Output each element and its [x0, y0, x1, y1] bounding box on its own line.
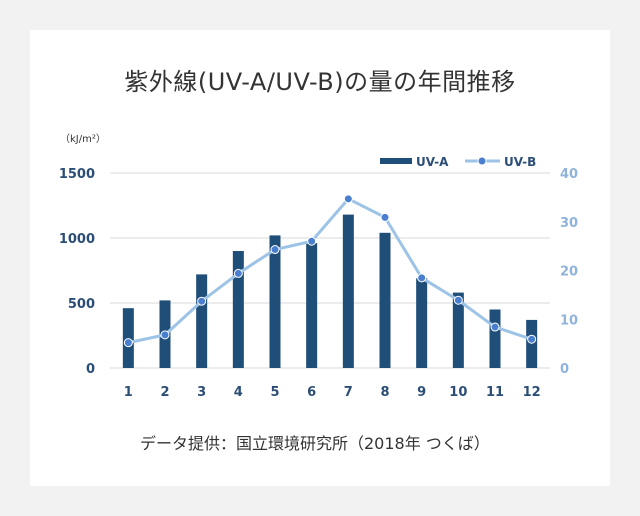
x-tick-label: 7: [344, 385, 353, 400]
legend-swatch-uvb-marker: [477, 156, 487, 166]
uvb-marker: [197, 296, 207, 306]
x-tick-label: 10: [449, 385, 467, 400]
legend: UV-A UV-B: [380, 155, 536, 169]
right-tick-label: 30: [560, 216, 578, 231]
uvb-marker: [380, 212, 390, 222]
gridlines: [110, 172, 550, 369]
uva-bar: [379, 232, 391, 368]
chart-title: 紫外線(UV-A/UV-B)の量の年間推移: [124, 68, 516, 96]
uvb-marker: [160, 330, 170, 340]
left-tick-label: 0: [86, 362, 95, 377]
uvb-marker: [417, 273, 427, 283]
uva-bar: [342, 214, 354, 368]
x-axis: 1 2 3 4 5 6 7 8 9 10 11 12: [124, 385, 541, 400]
uva-bar: [196, 274, 208, 368]
uvb-marker: [270, 245, 280, 255]
x-tick-label: 8: [380, 385, 389, 400]
chart-card: 紫外線(UV-A/UV-B)の量の年間推移 （kJ/m²） 0 500 1000 15…: [30, 30, 610, 486]
unit-label: （kJ/m²）: [60, 134, 106, 145]
x-tick-label: 2: [160, 385, 169, 400]
x-tick-label: 6: [307, 385, 316, 400]
uva-bar: [232, 251, 244, 368]
uva-bar: [489, 309, 501, 368]
uvb-marker: [307, 236, 317, 246]
uvb-marker: [123, 338, 133, 348]
x-tick-label: 3: [197, 385, 206, 400]
uvb-marker: [233, 268, 243, 278]
right-tick-label: 20: [560, 265, 578, 280]
right-tick-label: 40: [560, 167, 578, 182]
uvb-marker: [490, 322, 500, 332]
uva-bar: [452, 292, 464, 368]
uvb-marker: [527, 334, 537, 344]
x-tick-label: 11: [486, 385, 504, 400]
uva-bar: [306, 243, 318, 368]
x-tick-label: 4: [234, 385, 243, 400]
left-tick-label: 1000: [59, 232, 95, 247]
left-axis: 0 500 1000 1500: [59, 167, 95, 377]
uva-bar: [526, 319, 538, 368]
legend-swatch-uva: [380, 158, 412, 164]
uvb-series-line: [128, 197, 533, 345]
uva-bar: [269, 235, 281, 368]
right-tick-label: 10: [560, 313, 578, 328]
x-tick-label: 12: [523, 385, 541, 400]
left-tick-label: 1500: [59, 167, 95, 182]
x-tick-label: 9: [417, 385, 426, 400]
right-axis: 0 10 20 30 40: [560, 167, 578, 377]
legend-label-uva: UV-A: [416, 155, 449, 169]
uva-bar: [122, 308, 134, 368]
uvb-marker: [343, 194, 353, 204]
uvb-marker: [453, 295, 463, 305]
legend-label-uvb: UV-B: [504, 155, 536, 169]
x-tick-label: 5: [270, 385, 279, 400]
x-tick-label: 1: [124, 385, 133, 400]
right-tick-label: 0: [560, 362, 569, 377]
left-tick-label: 500: [68, 297, 95, 312]
source-credit: データ提供：国立環境研究所（2018年 つくば）: [140, 434, 490, 453]
uva-bar: [416, 278, 428, 368]
uvb-markers: [123, 194, 537, 348]
